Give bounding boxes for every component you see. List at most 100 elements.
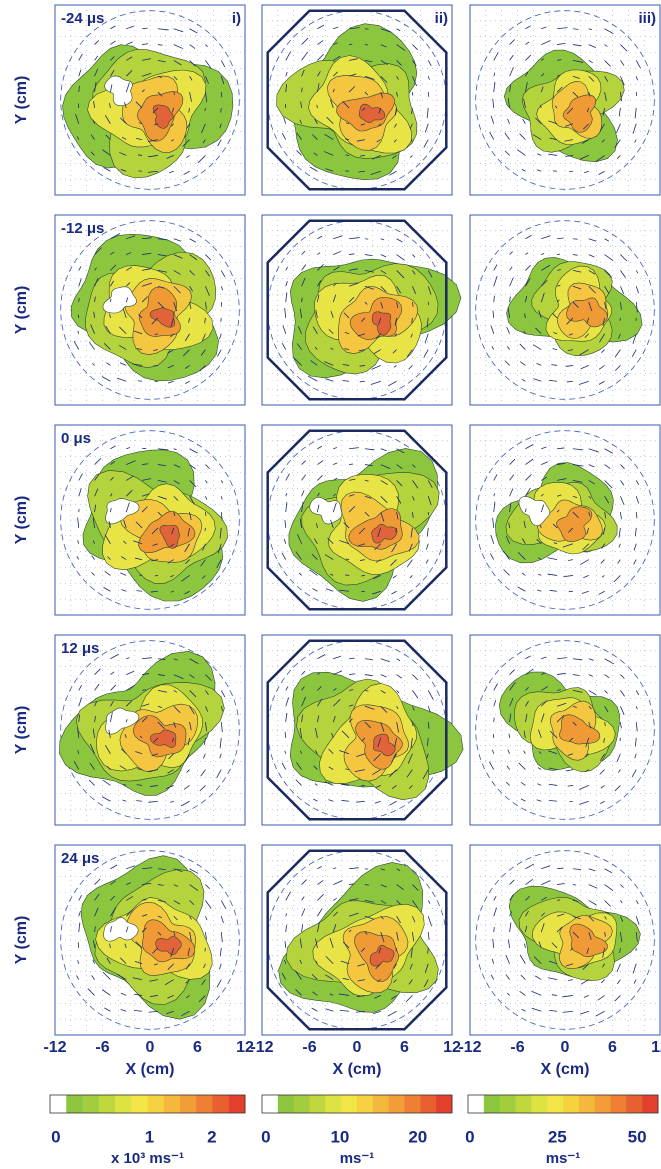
time-label: 0 μs <box>61 430 91 447</box>
colorbar-segment <box>66 1095 83 1113</box>
colorbar-unit: x 10³ ms⁻¹ <box>111 1150 184 1167</box>
panel <box>262 215 461 405</box>
panel <box>470 635 660 825</box>
colorbar-tick: 10 <box>330 1127 349 1146</box>
panel <box>262 845 452 1035</box>
velocity-arrow <box>494 927 495 932</box>
colorbar-segment <box>50 1095 67 1113</box>
panel <box>262 425 452 615</box>
column-label: ii) <box>435 10 448 27</box>
velocity-arrow <box>205 512 206 516</box>
colorbar-tick: 0 <box>261 1127 270 1146</box>
colorbar-segment <box>357 1095 373 1113</box>
colorbar-segment <box>579 1095 595 1113</box>
colorbar-segment <box>405 1095 421 1113</box>
column-label: i) <box>232 10 241 27</box>
colorbar-segment <box>294 1095 310 1113</box>
colorbar-segment <box>341 1095 357 1113</box>
colorbar-segment <box>516 1095 532 1113</box>
panel <box>55 635 245 825</box>
velocity-arrow <box>221 92 222 97</box>
y-axis-label: Y (cm) <box>13 76 30 125</box>
colorbar-segment <box>547 1095 563 1113</box>
y-axis-label: Y (cm) <box>13 286 30 335</box>
time-label: -12 μs <box>61 220 104 237</box>
colorbar-tick: 20 <box>408 1127 427 1146</box>
colorbar-unit: ms⁻¹ <box>546 1150 581 1167</box>
colorbar-segment <box>262 1095 278 1113</box>
velocity-arrow <box>365 885 369 886</box>
x-axis-label: X (cm) <box>126 1061 175 1078</box>
x-tick-label: 0 <box>561 1039 570 1056</box>
panel <box>470 215 660 405</box>
velocity-arrow <box>349 464 353 465</box>
colorbar-segment <box>310 1095 326 1113</box>
y-axis-label: Y (cm) <box>13 916 30 965</box>
x-tick-label: -12 <box>43 1039 66 1056</box>
colorbar-tick: 0 <box>465 1127 474 1146</box>
panel <box>55 215 245 405</box>
colorbar-segment <box>196 1095 213 1113</box>
x-tick-label: -6 <box>510 1039 524 1056</box>
colorbar-segment <box>436 1095 452 1113</box>
colorbar-segment <box>563 1095 579 1113</box>
colorbar-segment <box>325 1095 341 1113</box>
colorbar-segment <box>180 1095 197 1113</box>
velocity-arrow <box>361 575 365 576</box>
colorbar-segment <box>611 1095 627 1113</box>
colorbar-tick: 0 <box>51 1127 60 1146</box>
colorbar-tick: 25 <box>548 1127 567 1146</box>
column-label: iii) <box>639 10 657 27</box>
figure: -24 μs i) ii) iii) -12 μs 0 μs 12 μs 24 μs Y (cm… <box>0 0 661 1169</box>
panel <box>55 5 245 195</box>
colorbar-segment <box>626 1095 642 1113</box>
colorbar-segment <box>278 1095 294 1113</box>
velocity-arrow <box>361 785 365 786</box>
panel <box>470 845 660 1035</box>
y-axis-label: Y (cm) <box>13 496 30 545</box>
x-tick-label: 12 <box>651 1039 661 1056</box>
velocity-arrow <box>346 155 350 156</box>
y-axis-label: Y (cm) <box>13 706 30 755</box>
x-tick-label: -6 <box>302 1039 316 1056</box>
x-tick-label: 6 <box>608 1039 617 1056</box>
x-tick-label: 6 <box>193 1039 202 1056</box>
colorbar-segment <box>500 1095 516 1113</box>
x-tick-label: -12 <box>458 1039 481 1056</box>
colorbar-segment <box>83 1095 100 1113</box>
time-label: 24 μs <box>61 850 99 867</box>
panel <box>470 425 660 615</box>
colorbar-segment <box>229 1095 246 1113</box>
colorbar-segment <box>131 1095 148 1113</box>
colorbar-segment <box>468 1095 484 1113</box>
colorbar-segment <box>148 1095 165 1113</box>
velocity-arrow <box>221 108 222 113</box>
colorbar-segment <box>595 1095 611 1113</box>
x-axis-label: X (cm) <box>541 1061 590 1078</box>
colorbar-unit: ms⁻¹ <box>340 1150 375 1167</box>
colorbar-segment <box>642 1095 658 1113</box>
x-tick-label: 6 <box>400 1039 409 1056</box>
time-label: 12 μs <box>61 640 99 657</box>
colorbar-segment <box>484 1095 500 1113</box>
colorbar-segment <box>420 1095 436 1113</box>
panel <box>55 425 245 615</box>
velocity-arrow <box>428 92 429 97</box>
colorbar-segment <box>373 1095 389 1113</box>
x-tick-label: 0 <box>146 1039 155 1056</box>
velocity-arrow <box>345 575 349 576</box>
colorbar-segment <box>213 1095 230 1113</box>
time-label: -24 μs <box>61 10 104 27</box>
velocity-arrow <box>221 302 222 307</box>
colorbar-tick: 50 <box>628 1127 647 1146</box>
colorbar-tick: 1 <box>145 1127 154 1146</box>
colorbar-segment <box>531 1095 547 1113</box>
colorbar-tick: 2 <box>207 1127 216 1146</box>
panel <box>262 5 452 195</box>
velocity-arrow <box>573 239 578 240</box>
velocity-arrow <box>412 722 413 726</box>
x-tick-label: -6 <box>95 1039 109 1056</box>
panel <box>262 635 463 825</box>
x-tick-label: 0 <box>353 1039 362 1056</box>
x-axis-label: X (cm) <box>333 1061 382 1078</box>
